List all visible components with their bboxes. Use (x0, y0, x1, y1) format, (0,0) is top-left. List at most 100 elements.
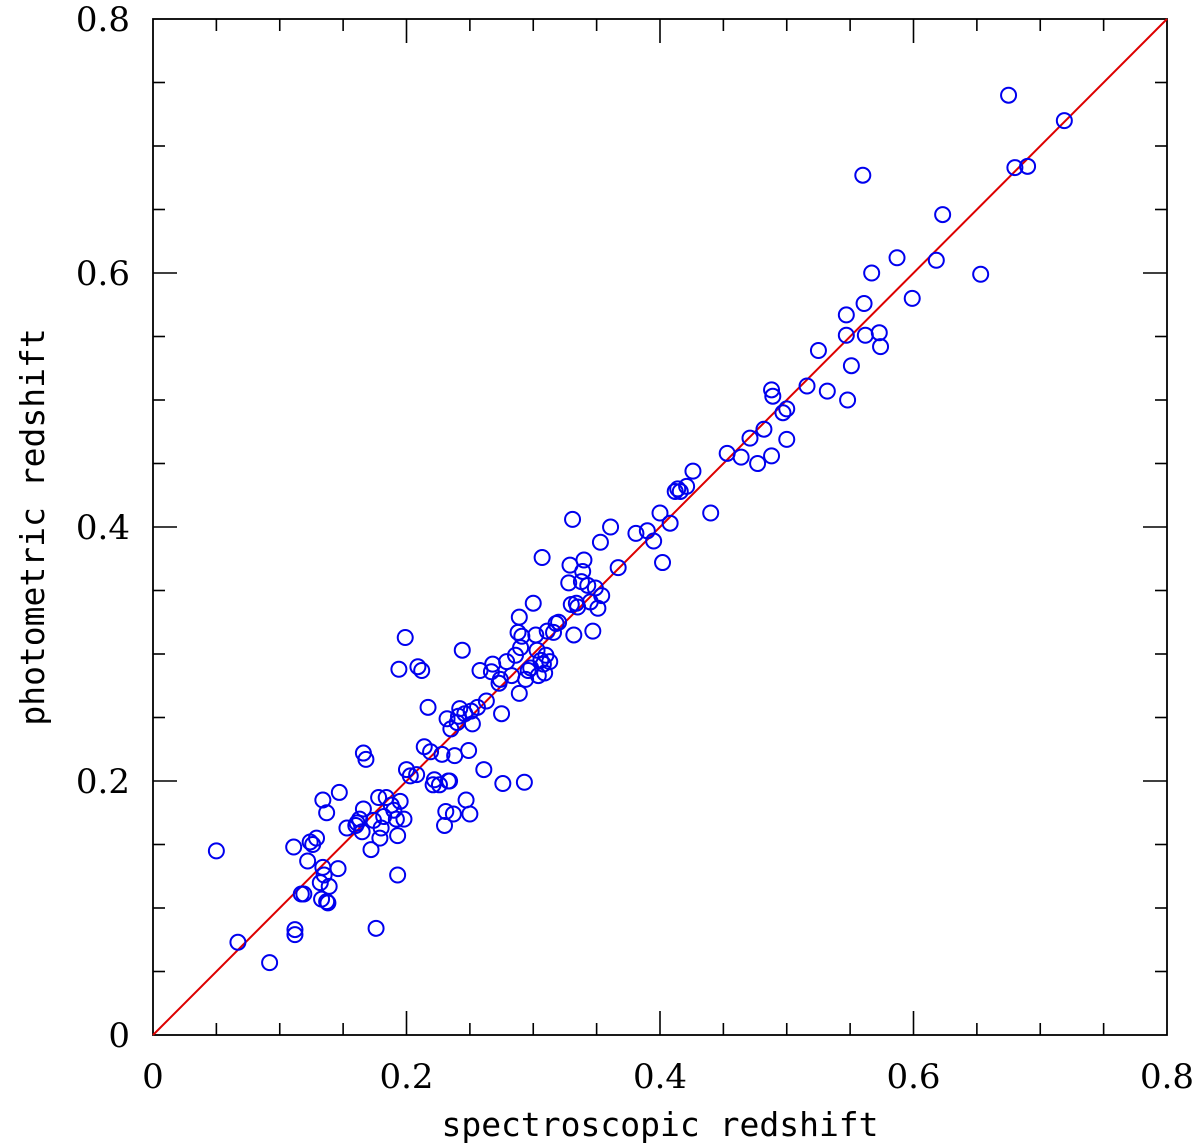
data-point (560, 574, 578, 592)
data-point (763, 381, 781, 399)
data-point (872, 338, 890, 356)
data-point (353, 823, 371, 841)
data-point (370, 789, 388, 807)
data-point (515, 773, 533, 791)
x-tick-label: 0.2 (379, 1057, 433, 1097)
data-point (837, 326, 855, 344)
data-point (545, 623, 563, 641)
x-tick-label: 0.4 (633, 1057, 687, 1097)
data-point (509, 623, 527, 641)
data-point (732, 448, 750, 466)
data-point (437, 802, 455, 820)
data-point (903, 289, 921, 307)
data-point (367, 919, 385, 937)
data-point (856, 326, 874, 344)
data-point (575, 551, 593, 569)
y-tick-label: 0.2 (76, 762, 130, 802)
data-point (422, 743, 440, 761)
data-point (565, 626, 583, 644)
data-point (320, 877, 338, 895)
y-tick-labels: 0 0.2 0.4 0.6 0.8 (76, 0, 130, 1056)
data-point (749, 455, 767, 472)
data-point (593, 587, 611, 605)
data-point (430, 776, 448, 794)
data-point (453, 641, 471, 659)
data-point (390, 660, 408, 678)
data-point (329, 860, 347, 878)
data-point (602, 518, 620, 536)
one-to-one-line (152, 18, 1168, 1036)
data-point (371, 829, 389, 847)
data-point (457, 791, 475, 809)
x-tick-labels: 0 0.2 0.4 0.6 0.8 (142, 1057, 1194, 1097)
data-point (419, 698, 437, 716)
data-point (870, 324, 888, 342)
data-point (589, 599, 607, 617)
data-point (413, 662, 431, 680)
data-point (396, 628, 414, 646)
data-point (299, 852, 317, 870)
data-point (372, 819, 390, 837)
data-point (528, 641, 546, 659)
data-point (261, 954, 279, 972)
data-point (533, 548, 551, 566)
data-point (837, 306, 855, 324)
data-point (319, 894, 337, 912)
data-point (401, 767, 419, 785)
data-point (451, 700, 469, 718)
data-point (661, 514, 679, 532)
x-tick-label: 0.8 (1140, 1057, 1194, 1097)
data-point (550, 613, 568, 631)
data-points (207, 86, 1073, 972)
data-point (391, 792, 409, 810)
data-point (468, 698, 486, 716)
data-point (286, 921, 304, 939)
data-point (389, 827, 407, 845)
data-point (532, 651, 550, 669)
data-point (818, 382, 836, 400)
data-point (395, 810, 413, 828)
reference-line (152, 18, 1168, 1036)
x-tick-label: 0 (142, 1057, 164, 1097)
data-point (627, 524, 645, 542)
data-point (684, 462, 702, 480)
data-point (338, 819, 356, 837)
data-point (441, 772, 459, 790)
data-point (536, 664, 554, 682)
data-point (475, 761, 493, 779)
y-tick-label: 0.4 (76, 508, 130, 548)
data-point (285, 838, 303, 856)
data-point (389, 866, 407, 884)
data-point (839, 391, 857, 409)
data-point (669, 480, 687, 498)
data-point (1006, 159, 1024, 177)
data-point (763, 447, 781, 465)
data-point (774, 404, 792, 422)
data-point (517, 670, 535, 688)
data-point (934, 206, 952, 224)
data-point (286, 926, 304, 944)
data-point (442, 720, 460, 738)
axis-ticks (153, 19, 1167, 1035)
data-point (888, 249, 906, 267)
data-point (541, 653, 559, 671)
data-point (666, 482, 684, 500)
y-tick-label: 0 (108, 1016, 130, 1056)
data-point (855, 294, 873, 312)
data-point (927, 251, 945, 269)
data-point (654, 554, 672, 572)
data-point (778, 430, 796, 448)
data-point (564, 510, 582, 528)
data-point (863, 264, 881, 282)
data-point (477, 692, 495, 710)
data-point (854, 166, 872, 184)
data-point (1019, 157, 1037, 175)
data-point (1000, 86, 1018, 104)
data-point (510, 684, 528, 702)
data-point (651, 504, 669, 522)
data-point (645, 532, 663, 550)
data-point (512, 639, 530, 657)
data-point (330, 783, 348, 801)
data-point (493, 705, 511, 723)
data-point (354, 800, 372, 818)
